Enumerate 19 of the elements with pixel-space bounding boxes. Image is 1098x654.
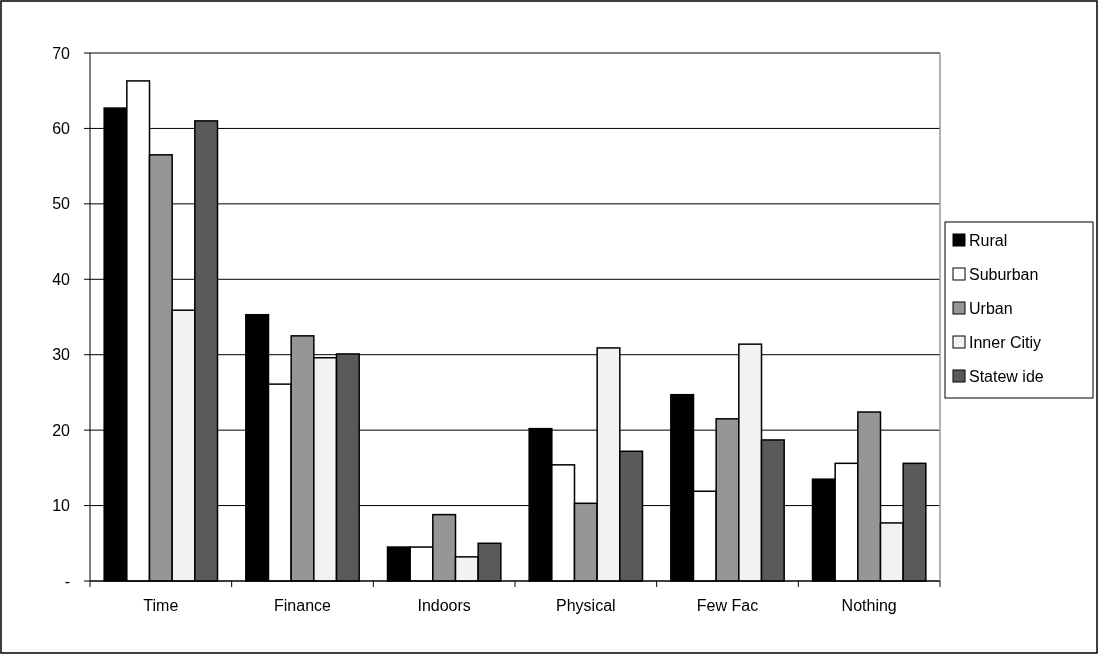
- x-tick-label: Time: [143, 597, 179, 614]
- legend-label: Rural: [969, 231, 1008, 249]
- y-tick-label: 30: [52, 346, 71, 364]
- x-tick-label: Nothing: [841, 597, 897, 614]
- legend-label: Urban: [969, 299, 1013, 317]
- y-tick-label: 10: [52, 497, 71, 515]
- legend-label: Statew ide: [969, 367, 1044, 385]
- y-tick-label: 20: [52, 421, 71, 439]
- y-tick-label: 50: [52, 195, 71, 213]
- y-tick-label: 40: [52, 270, 71, 288]
- legend-label: Inner Citiy: [969, 333, 1042, 351]
- y-tick-label: 70: [52, 44, 71, 62]
- x-tick-label: Finance: [274, 597, 332, 614]
- y-tick-label: 60: [52, 120, 71, 138]
- y-tick-label: -: [64, 572, 70, 590]
- x-tick-label: Indoors: [417, 597, 471, 614]
- x-tick-label: Physical: [556, 597, 616, 614]
- legend-label: Suburban: [969, 265, 1039, 283]
- x-tick-label: Few Fac: [696, 597, 759, 614]
